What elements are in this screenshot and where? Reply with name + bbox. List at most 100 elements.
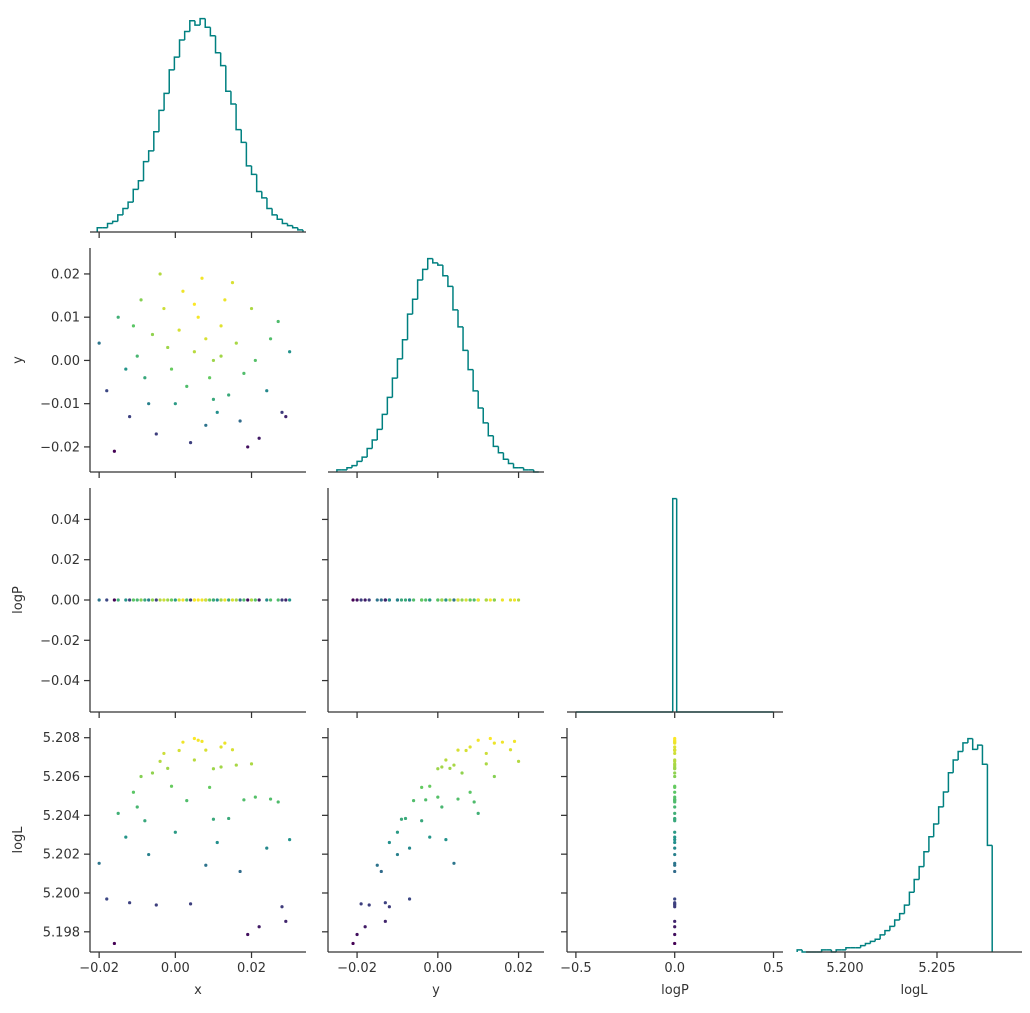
scatter-point — [158, 272, 162, 276]
hist-step — [845, 946, 851, 950]
scatter-point — [219, 354, 223, 358]
scatter-point — [452, 598, 456, 602]
hist-step — [106, 222, 113, 228]
scatter-point — [444, 758, 448, 762]
scatter-point — [476, 738, 480, 742]
scatter-point — [673, 897, 677, 901]
hist-step — [426, 257, 433, 270]
hist-step — [250, 165, 257, 176]
y-tick-label: 5.204 — [43, 809, 80, 824]
scatter-point — [257, 925, 261, 929]
hist-step — [893, 919, 900, 927]
scatter-point — [375, 598, 379, 602]
scatter-point — [223, 298, 227, 302]
hist-step — [168, 69, 175, 94]
scatter-point — [169, 784, 174, 788]
scatter-point — [280, 410, 284, 414]
scatter-point — [428, 598, 432, 602]
hist-step — [266, 197, 273, 210]
x-axis-label: logL — [900, 983, 928, 998]
scatter-point — [440, 598, 444, 602]
scatter-point — [500, 740, 505, 744]
hist-step — [820, 949, 827, 952]
hist-step — [671, 497, 677, 712]
scatter-point — [188, 440, 193, 445]
scatter-point — [234, 341, 238, 345]
scatter-point — [673, 790, 677, 794]
scatter-point — [192, 736, 196, 741]
scatter-point — [468, 745, 472, 749]
scatter-point — [219, 765, 223, 769]
scatter-point — [395, 852, 400, 857]
hist-step — [366, 447, 373, 458]
scatter-point — [468, 790, 472, 794]
hist-step — [869, 940, 876, 944]
hist-step — [271, 208, 278, 216]
scatter-point — [399, 598, 404, 602]
y-tick-label: −0.04 — [40, 674, 80, 689]
scatter-point — [177, 598, 181, 602]
scatter-point — [268, 598, 273, 602]
scatter-point — [211, 817, 216, 821]
scatter-point — [181, 740, 185, 744]
scatter-point — [128, 598, 132, 602]
x-tick-label: 0.5 — [763, 961, 784, 976]
hist-step — [281, 219, 288, 225]
scatter-point — [492, 741, 496, 745]
scatter-point — [253, 795, 257, 799]
hist-step — [351, 464, 358, 468]
scatter-point — [200, 739, 204, 743]
scatter-point — [268, 337, 273, 341]
scatter-point — [673, 838, 677, 842]
scatter-point — [135, 354, 139, 358]
scatter-point — [147, 402, 151, 406]
scatter-point — [476, 598, 480, 602]
hist-step — [381, 413, 388, 430]
scatter-point — [363, 925, 367, 929]
scatter-point — [124, 598, 128, 602]
x-axis-label: y — [432, 983, 440, 998]
scatter-point — [162, 751, 166, 756]
scatter-point — [411, 598, 416, 602]
scatter-point — [452, 763, 456, 767]
scatter-point — [407, 897, 412, 901]
scatter-point — [444, 598, 448, 602]
hist-step — [971, 738, 978, 751]
scatter-point — [185, 384, 189, 388]
hist-step — [356, 460, 363, 466]
scatter-point — [383, 598, 387, 602]
scatter-point — [387, 598, 391, 602]
y-tick-label: 0.02 — [51, 267, 80, 282]
scatter-point — [288, 598, 292, 602]
scatter-point — [249, 306, 254, 311]
hist-step — [502, 452, 509, 460]
hist-step — [947, 772, 954, 792]
hist-step — [889, 925, 895, 931]
scatter-point — [162, 598, 166, 602]
scatter-point — [112, 598, 116, 602]
scatter-point — [673, 759, 677, 763]
scatter-point — [188, 598, 193, 602]
scatter-point — [242, 598, 246, 602]
scatter-point — [436, 598, 440, 602]
hist-step — [864, 942, 871, 946]
scatter-point — [456, 598, 460, 602]
scatter-point — [166, 598, 170, 602]
scatter-point — [242, 371, 246, 376]
hist-step — [411, 298, 418, 315]
scatter-point — [673, 751, 677, 756]
scatter-point — [448, 766, 452, 770]
scatter-point — [139, 298, 143, 302]
hist-step — [336, 469, 342, 472]
scatter-point — [512, 739, 517, 743]
scatter-point — [128, 901, 132, 905]
hist-step — [396, 358, 403, 379]
scatter-point — [673, 774, 677, 779]
scatter-point — [351, 598, 355, 602]
scatter-point — [673, 861, 677, 865]
hist-step — [173, 56, 180, 70]
scatter-point — [673, 741, 677, 745]
scatter-point — [420, 819, 424, 823]
scatter-point — [230, 748, 235, 752]
scatter-point — [242, 798, 246, 802]
